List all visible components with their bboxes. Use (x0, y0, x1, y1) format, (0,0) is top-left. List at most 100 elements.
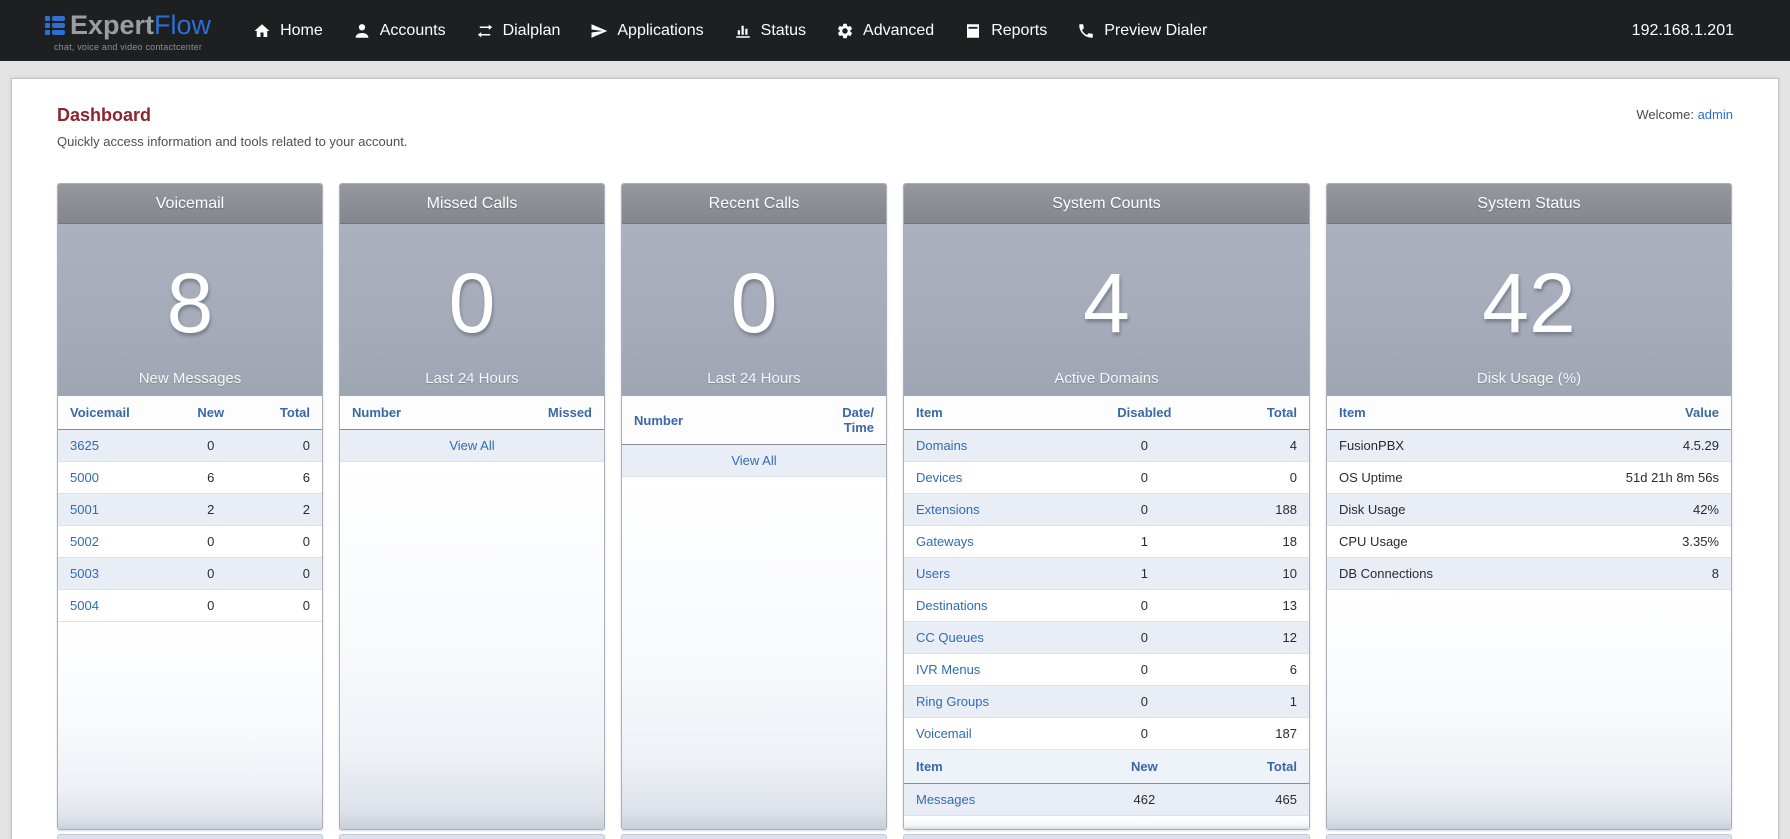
system-counts-table: Item Disabled Total Domains 0 4 Devices 0 0 Ex… (904, 396, 1309, 816)
menu-label: Status (760, 21, 807, 39)
column-header: Total (1213, 396, 1309, 430)
table-row: 5004 0 0 (58, 589, 322, 622)
book-icon (967, 23, 980, 38)
top-navbar: Expert Flow chat, voice and video contact… (0, 0, 1790, 61)
voicemail-stat-label: New Messages (138, 370, 242, 387)
menu-item-home[interactable]: Home (253, 22, 323, 40)
total-count: 0 (246, 429, 322, 462)
count-item-link[interactable]: Devices (904, 461, 1076, 494)
table-row: Gateways 1 18 (904, 525, 1309, 558)
table-row: Ring Groups 0 1 (904, 685, 1309, 718)
status-value: 8 (1529, 557, 1731, 590)
logo-text-expert: Expert (70, 9, 155, 40)
recent-calls-stat: 0 Last 24 Hours (622, 224, 886, 396)
voicemail-box-link[interactable]: 3625 (58, 429, 176, 462)
disabled-count: 1 (1075, 525, 1214, 558)
count-item-link[interactable]: Extensions (904, 493, 1076, 526)
system-counts-stat-label: Active Domains (1054, 370, 1159, 387)
table-row: Voicemail 0 187 (904, 717, 1309, 750)
page-title: Dashboard (57, 105, 152, 125)
welcome-user-link[interactable]: admin (1697, 107, 1733, 122)
column-header: Total (246, 396, 322, 430)
recent-calls-table: Number Date/ Time View All (622, 396, 886, 477)
column-header: Item (1327, 396, 1530, 430)
count-item-link[interactable]: Voicemail (904, 717, 1076, 750)
system-counts-stat-number: 4 (1083, 256, 1130, 350)
status-value: 4.5.29 (1529, 429, 1731, 462)
expertflow-logo[interactable]: Expert Flow chat, voice and video contact… (45, 10, 211, 52)
cutoff-widget (621, 834, 887, 839)
new-count: 0 (175, 557, 247, 590)
user-icon (355, 23, 369, 38)
recent-calls-stat-number: 0 (730, 256, 778, 350)
count-item-link[interactable]: Domains (904, 429, 1076, 462)
status-value: 42% (1529, 493, 1731, 526)
table-header-row: Number Date/ Time (622, 396, 886, 445)
total-count: 10 (1213, 557, 1309, 590)
total-count: 188 (1213, 493, 1309, 526)
logo-grid-icon (45, 15, 65, 35)
menu-item-status[interactable]: Status (734, 22, 806, 40)
table-row: Devices 0 0 (904, 461, 1309, 494)
column-header: Number (622, 396, 772, 445)
voicemail-box-link[interactable]: 5004 (58, 589, 176, 622)
menu-item-dialplan[interactable]: Dialplan (476, 21, 561, 40)
table-row: CPU Usage 3.35% (1327, 525, 1731, 558)
menu-item-advanced[interactable]: Advanced (836, 22, 934, 40)
table-row: View All (340, 429, 604, 462)
system-status-stat: 42 Disk Usage (%) (1327, 224, 1731, 396)
voicemail-box-link[interactable]: 5001 (58, 493, 176, 526)
empty-area (622, 477, 886, 829)
count-item-link[interactable]: Ring Groups (904, 685, 1076, 718)
recent-calls-stat-label: Last 24 Hours (707, 370, 801, 387)
disabled-count: 0 (1075, 589, 1214, 622)
table-row: OS Uptime 51d 21h 8m 56s (1327, 461, 1731, 494)
column-header: New (175, 396, 247, 430)
menu-item-reports[interactable]: Reports (964, 22, 1047, 40)
main-menu: Home Accounts Dialplan Applications Stat… (253, 22, 1207, 40)
menu-label: Dialplan (502, 21, 561, 39)
table-row: Messages 462 465 (904, 783, 1309, 816)
voicemail-box-link[interactable]: 5003 (58, 557, 176, 590)
total-count: 0 (1213, 461, 1309, 494)
new-count: 2 (175, 493, 247, 526)
page-subtitle: Quickly access information and tools rel… (57, 134, 408, 149)
column-header: New (1075, 749, 1214, 784)
recent-calls-widget-title: Recent Calls (622, 184, 886, 224)
welcome-label: Welcome: (1636, 107, 1694, 122)
menu-item-accounts[interactable]: Accounts (353, 22, 446, 40)
status-value: 51d 21h 8m 56s (1529, 461, 1731, 494)
new-count: 0 (175, 589, 247, 622)
count-item-link[interactable]: Users (904, 557, 1076, 590)
next-widgets-row (57, 834, 1733, 839)
total-count: 1 (1213, 685, 1309, 718)
table-row: 5003 0 0 (58, 557, 322, 590)
content-panel: Dashboard Quickly access information and… (11, 78, 1779, 839)
count-item-link[interactable]: Gateways (904, 525, 1076, 558)
table-row: FusionPBX 4.5.29 (1327, 429, 1731, 462)
count-item-link[interactable]: Messages (904, 783, 1076, 816)
table-header-row: Item Value (1327, 396, 1731, 430)
menu-item-preview-dialer[interactable]: Preview Dialer (1077, 22, 1207, 40)
total-count: 0 (246, 525, 322, 558)
column-header: Item (904, 749, 1076, 784)
total-count: 6 (246, 461, 322, 494)
voicemail-box-link[interactable]: 5002 (58, 525, 176, 558)
table-row: 3625 0 0 (58, 429, 322, 462)
view-all-link[interactable]: View All (622, 444, 886, 477)
voicemail-widget: Voicemail 8 New Messages Voicemail New T… (57, 183, 323, 830)
cutoff-widget (57, 834, 323, 839)
count-item-link[interactable]: IVR Menus (904, 653, 1076, 686)
cutoff-widget (339, 834, 605, 839)
count-item-link[interactable]: Destinations (904, 589, 1076, 622)
total-count: 13 (1213, 589, 1309, 622)
status-value: 3.35% (1529, 525, 1731, 558)
voicemail-box-link[interactable]: 5000 (58, 461, 176, 494)
menu-label: Accounts (379, 21, 446, 39)
count-item-link[interactable]: CC Queues (904, 621, 1076, 654)
view-all-link[interactable]: View All (340, 429, 604, 462)
new-count: 0 (175, 525, 247, 558)
menu-item-applications[interactable]: Applications (590, 22, 704, 40)
disabled-count: 0 (1075, 429, 1214, 462)
empty-area (58, 622, 322, 829)
